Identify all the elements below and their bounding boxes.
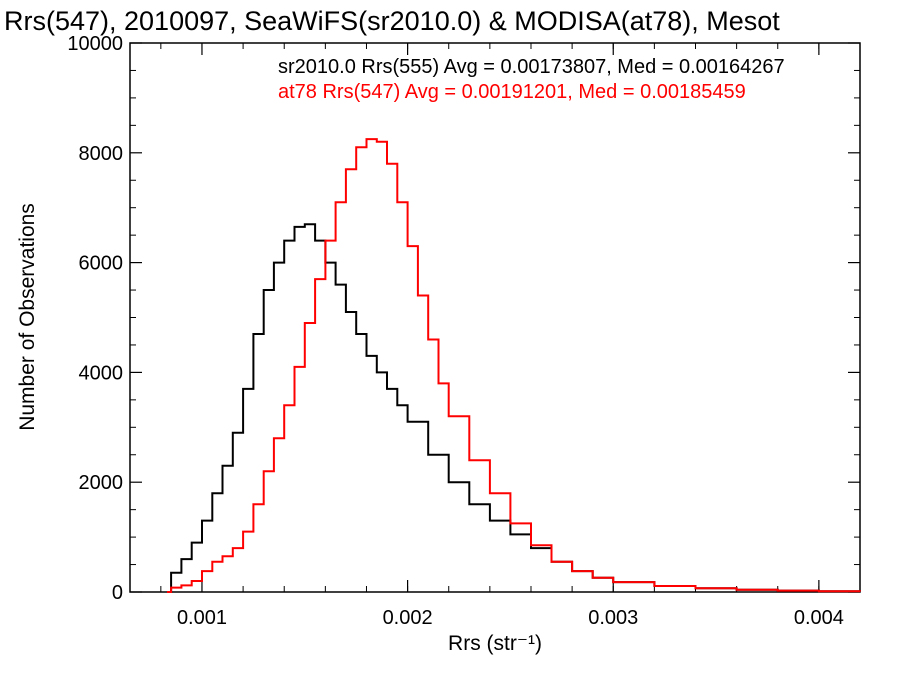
- legend-entry-1: sr2010.0 Rrs(555) Avg = 0.00173807, Med …: [278, 56, 785, 78]
- series-layer: [167, 138, 861, 593]
- y-tick-label: 10000: [67, 33, 123, 55]
- plot-frame: [129, 42, 861, 593]
- series-line-2: [167, 138, 861, 593]
- x-tick-label: 0.003: [588, 607, 638, 629]
- chart-title: Rrs(547), 2010097, SeaWiFS(sr2010.0) & M…: [4, 6, 780, 36]
- y-tick-label: 6000: [79, 253, 124, 275]
- y-tick-label: 2000: [79, 472, 124, 494]
- x-axis: 0.001 0.002 0.003 0.004: [160, 43, 844, 629]
- series-line-1: [167, 223, 861, 593]
- legend: sr2010.0 Rrs(555) Avg = 0.00173807, Med …: [278, 56, 785, 103]
- y-tick-label: 0: [112, 582, 123, 604]
- x-tick-label: 0.001: [177, 607, 227, 629]
- y-tick-label: 8000: [79, 143, 124, 165]
- x-tick-label: 0.002: [383, 607, 433, 629]
- y-axis-label: Number of Observations: [16, 203, 39, 431]
- legend-entry-2: at78 Rrs(547) Avg = 0.00191201, Med = 0.…: [278, 81, 746, 103]
- x-tick-label: 0.004: [794, 607, 844, 629]
- y-axis: 0 2000 4000 6000 8000 10000: [67, 33, 860, 604]
- y-tick-label: 4000: [79, 362, 124, 384]
- x-axis-label: Rrs (str⁻¹): [448, 632, 542, 655]
